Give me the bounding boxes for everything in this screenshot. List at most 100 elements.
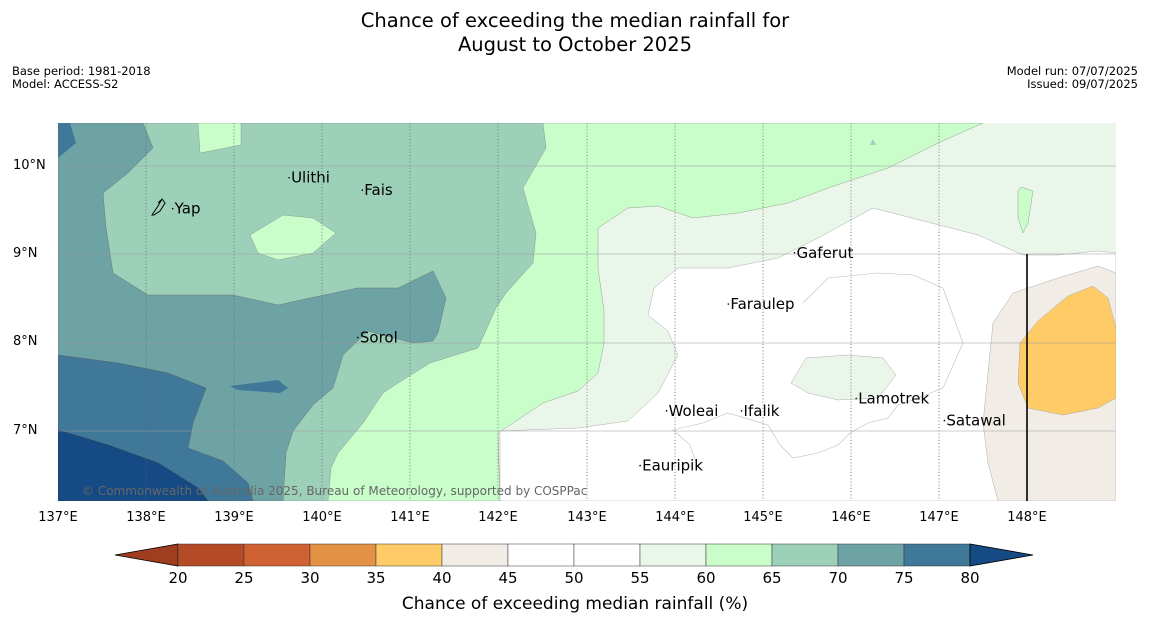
colorbar-title: Chance of exceeding median rainfall (%) <box>401 594 749 614</box>
colorbar-tick-65: 65 <box>762 569 782 587</box>
colorbar-bin-70-75 <box>837 543 905 567</box>
place-fais[interactable]: Fais <box>361 181 393 199</box>
place-label: Lamotrek <box>858 389 929 407</box>
model-run-text: Model run: 07/07/2025 <box>1006 64 1138 78</box>
colorbar-tick-20: 20 <box>168 569 188 587</box>
lon-label-143e: 143°E <box>567 510 607 525</box>
colorbar-tick-60: 60 <box>696 569 716 587</box>
colorbar-tick-40: 40 <box>432 569 452 587</box>
colorbar-tick-30: 30 <box>300 569 320 587</box>
lat-label-8n: 8°N <box>13 334 38 349</box>
place-label: Satawal <box>946 412 1005 430</box>
lon-label-146e: 146°E <box>831 510 871 525</box>
place-woleai[interactable]: Woleai <box>665 402 719 420</box>
place-labels: Yap Ulithi Fais Gaferut Faraulep Sorol Lamotre… <box>171 169 1006 475</box>
lon-label-145e: 145°E <box>743 510 783 525</box>
colorbar-extend-high <box>969 543 1034 567</box>
rainfall-map[interactable]: Yap Ulithi Fais Gaferut Faraulep Sorol Lamotre… <box>58 123 1116 501</box>
colorbar-bin-60-65 <box>705 543 773 567</box>
lon-label-137e: 137°E <box>38 510 78 525</box>
probability-60-65-patch <box>1017 186 1034 234</box>
colorbar-bin-30-35 <box>309 543 377 567</box>
probability-45-55-zone <box>499 207 1116 501</box>
probability-75-80-corner <box>58 123 76 158</box>
colorbar-bin-65-70 <box>771 543 839 567</box>
lon-label-139e: 139°E <box>214 510 254 525</box>
place-sorol[interactable]: Sorol <box>357 329 398 347</box>
base-period-text: Base period: 1981-2018 <box>12 64 151 78</box>
place-marker <box>727 303 730 305</box>
probability-above-80-zone <box>58 429 209 501</box>
place-marker <box>793 252 796 254</box>
colorbar-tick-55: 55 <box>630 569 650 587</box>
title-line-2: August to October 2025 <box>457 33 693 56</box>
lon-label-142e: 142°E <box>478 510 518 525</box>
colorbar-bin-35-40 <box>375 543 443 567</box>
place-label: Eauripik <box>642 457 703 475</box>
place-marker <box>288 176 290 179</box>
lon-label-141e: 141°E <box>390 510 430 525</box>
place-eauripik[interactable]: Eauripik <box>639 457 703 475</box>
copyright-notice: © Commonwealth of Australia 2025, Bureau… <box>82 484 587 498</box>
probability-65-70-cell <box>870 139 876 145</box>
issued-text: Issued: 09/07/2025 <box>1027 77 1138 91</box>
colorbar-tick-75: 75 <box>894 569 914 587</box>
yap-island-outline <box>151 198 166 216</box>
place-label: Ifalik <box>744 402 780 420</box>
colorbar-bin-45-50 <box>507 543 575 567</box>
lat-label-10n: 10°N <box>13 158 46 173</box>
place-label: Fais <box>364 181 393 199</box>
info-left: Base period: 1981-2018 Model: ACCESS-S2 <box>12 65 151 91</box>
place-marker <box>171 207 174 210</box>
parallel-gridlines <box>58 165 1116 432</box>
place-label: Gaferut <box>796 244 853 262</box>
colorbar-bin-40-45 <box>441 543 509 567</box>
colorbar-tick-70: 70 <box>828 569 848 587</box>
place-ulithi[interactable]: Ulithi <box>288 169 330 187</box>
colorbar-tick-50: 50 <box>564 569 584 587</box>
lon-label-140e: 140°E <box>302 510 342 525</box>
colorbar-tick-25: 25 <box>234 569 254 587</box>
colorbar-bin-55-60 <box>639 543 707 567</box>
place-lamotrek[interactable]: Lamotrek <box>855 389 929 407</box>
place-marker <box>943 419 946 422</box>
meridian-gridlines <box>145 123 940 501</box>
colorbar-bin-75-80 <box>903 543 971 567</box>
colorbar-bin-50-55 <box>573 543 641 567</box>
place-marker <box>740 410 743 412</box>
map-title: Chance of exceeding the median rainfall … <box>0 9 1150 57</box>
info-right: Model run: 07/07/2025 Issued: 09/07/2025 <box>1007 65 1138 91</box>
colorbar-bins <box>114 543 1034 567</box>
colorbar-tick-35: 35 <box>366 569 386 587</box>
lon-label-138e: 138°E <box>126 510 166 525</box>
title-line-1: Chance of exceeding the median rainfall … <box>360 9 790 32</box>
probability-35-40-zone <box>1017 285 1116 416</box>
place-marker <box>361 189 364 191</box>
colorbar-tick-45: 45 <box>498 569 518 587</box>
place-yap[interactable]: Yap <box>171 200 201 218</box>
probability-55-60-patch <box>790 354 897 401</box>
colorbar <box>114 543 1034 567</box>
colorbar-tick-80: 80 <box>960 569 980 587</box>
place-marker <box>639 464 641 467</box>
colorbar-bin-25-30 <box>243 543 311 567</box>
place-marker <box>357 336 359 339</box>
place-label: Faraulep <box>730 295 794 313</box>
contour-lines <box>672 272 964 469</box>
place-ifalik[interactable]: Ifalik <box>740 402 780 420</box>
lon-label-147e: 147°E <box>919 510 959 525</box>
lat-label-9n: 9°N <box>13 246 38 261</box>
place-label: Sorol <box>360 329 398 347</box>
place-gaferut[interactable]: Gaferut <box>793 244 854 262</box>
place-faraulep[interactable]: Faraulep <box>727 295 795 313</box>
place-marker <box>855 397 858 400</box>
place-marker <box>665 410 668 412</box>
probability-75-80-sliver <box>230 380 288 393</box>
place-label: Yap <box>174 200 201 218</box>
colorbar-bin-20-25 <box>177 543 245 567</box>
place-label: Woleai <box>669 402 719 420</box>
place-label: Ulithi <box>291 169 330 187</box>
lat-label-7n: 7°N <box>13 423 38 438</box>
place-satawal[interactable]: Satawal <box>943 412 1006 430</box>
lon-label-148e: 148°E <box>1007 510 1047 525</box>
